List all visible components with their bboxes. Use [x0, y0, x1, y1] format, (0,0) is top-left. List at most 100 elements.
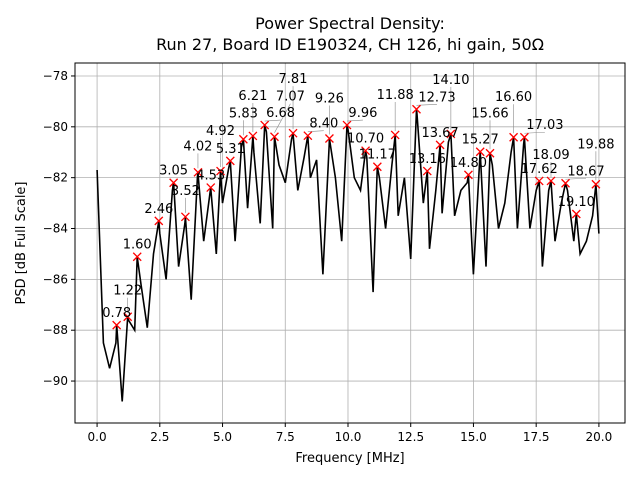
x-tick-label: 0.0	[88, 430, 107, 444]
peak-label: 14.80	[450, 156, 487, 171]
peak-marker	[446, 129, 456, 139]
peak-label: 15.66	[471, 106, 508, 121]
peak-label-leader	[264, 119, 281, 122]
peak-label: 17.03	[526, 118, 563, 133]
peak-label: 11.88	[377, 88, 414, 103]
peak-label: 0.78	[102, 306, 131, 321]
peak-marker	[238, 134, 248, 144]
peak-marker	[324, 134, 334, 143]
y-tick-label: −80	[43, 120, 68, 134]
x-tick-label: 7.5	[276, 430, 295, 444]
x-tick-label: 15.0	[460, 430, 487, 444]
peak-label-leaders	[127, 86, 597, 313]
peak-label: 19.88	[577, 137, 614, 152]
peak-label: 16.60	[495, 90, 532, 105]
chart-title: Power Spectral Density:	[255, 14, 445, 33]
x-axis-label: Frequency [MHz]	[295, 451, 404, 466]
peak-label: 6.68	[266, 106, 295, 121]
y-axis-label: PSD [dB Full Scale]	[14, 181, 29, 304]
peak-marker	[463, 170, 473, 180]
peak-marker	[180, 212, 190, 222]
peak-label: 4.02	[183, 139, 212, 154]
peak-marker	[154, 216, 164, 226]
peak-marker	[372, 162, 382, 172]
peak-marker	[169, 178, 179, 188]
x-tick-label: 20.0	[586, 430, 613, 444]
peak-label: 17.62	[521, 162, 558, 177]
peak-marker	[132, 252, 142, 262]
peak-label: 7.07	[276, 90, 305, 105]
peak-markers	[112, 104, 601, 330]
peak-label: 4.92	[206, 124, 235, 139]
peak-marker	[390, 130, 400, 140]
peak-label: 18.09	[532, 148, 569, 163]
y-tick-label: −90	[43, 374, 68, 388]
peak-label: 2.46	[144, 202, 173, 217]
peak-label: 9.26	[315, 92, 344, 107]
peak-label: 10.70	[347, 132, 384, 147]
y-tick-label: −84	[43, 222, 68, 236]
plot-frame	[74, 62, 626, 424]
peak-marker	[509, 132, 519, 142]
peak-label: 1.60	[123, 238, 152, 253]
peak-marker	[412, 104, 421, 114]
peak-label: 6.21	[238, 89, 267, 104]
peak-marker	[534, 176, 544, 186]
peak-label: 13.67	[421, 126, 458, 141]
x-tick-label: 5.0	[213, 430, 232, 444]
peak-marker	[561, 178, 570, 188]
peak-marker	[248, 131, 258, 141]
y-tick-label: −88	[43, 323, 68, 337]
y-ticks: −78 −80 −82 −84 −86 −88 −90	[43, 69, 75, 388]
peak-marker	[485, 148, 495, 158]
peak-marker	[288, 128, 298, 138]
peak-marker	[342, 120, 352, 130]
peak-marker	[260, 120, 270, 130]
peak-marker	[112, 320, 122, 330]
x-tick-label: 2.5	[150, 430, 169, 444]
peak-marker	[361, 146, 371, 156]
peak-marker	[519, 132, 529, 142]
peak-marker	[206, 183, 216, 193]
peak-marker	[475, 147, 485, 157]
peak-label: 3.52	[171, 184, 200, 199]
x-tick-label: 12.5	[397, 430, 424, 444]
peak-marker	[546, 176, 556, 186]
peak-label: 8.40	[309, 117, 338, 132]
peak-label: 12.73	[418, 90, 455, 105]
peak-marker	[123, 312, 133, 322]
peak-label: 19.10	[558, 195, 595, 210]
peak-marker	[422, 166, 432, 176]
peak-marker	[571, 209, 581, 219]
peak-label: 4.53	[196, 169, 225, 184]
peak-labels: 0.78 1.22 1.60 2.46 3.05 3.52 4.02 4.53 4.92 5.31…	[102, 72, 614, 321]
x-tick-label: 10.0	[335, 430, 362, 444]
y-tick-label: −82	[43, 171, 68, 185]
peak-label: 18.67	[567, 164, 604, 179]
peak-label-leader	[346, 119, 363, 122]
peak-marker	[591, 179, 601, 189]
peak-marker	[270, 132, 279, 142]
peak-label-leader	[274, 103, 291, 133]
x-tick-label: 17.5	[523, 430, 550, 444]
peak-label-leader	[307, 130, 324, 133]
peak-label: 13.16	[409, 152, 446, 167]
peak-label: 5.31	[216, 142, 245, 157]
peak-marker	[225, 156, 235, 166]
peak-label: 7.81	[279, 72, 308, 87]
peak-label: 14.10	[432, 73, 469, 88]
peak-label: 15.27	[462, 133, 499, 148]
peak-marker	[435, 140, 445, 150]
peak-label: 9.96	[348, 106, 377, 121]
peak-label: 3.05	[159, 164, 188, 179]
peak-label: 11.17	[359, 148, 396, 163]
peak-marker	[303, 131, 313, 141]
peak-label: 5.83	[229, 106, 258, 121]
psd-line	[96, 109, 600, 402]
chart-subtitle: Run 27, Board ID E190324, CH 126, hi gai…	[156, 35, 544, 54]
peak-marker	[216, 166, 225, 176]
peak-label: 1.22	[113, 284, 142, 299]
y-tick-label: −78	[43, 69, 68, 83]
x-ticks: 0.0 2.5 5.0 7.5 10.0 12.5 15.0 17.5 20.0	[88, 423, 613, 444]
